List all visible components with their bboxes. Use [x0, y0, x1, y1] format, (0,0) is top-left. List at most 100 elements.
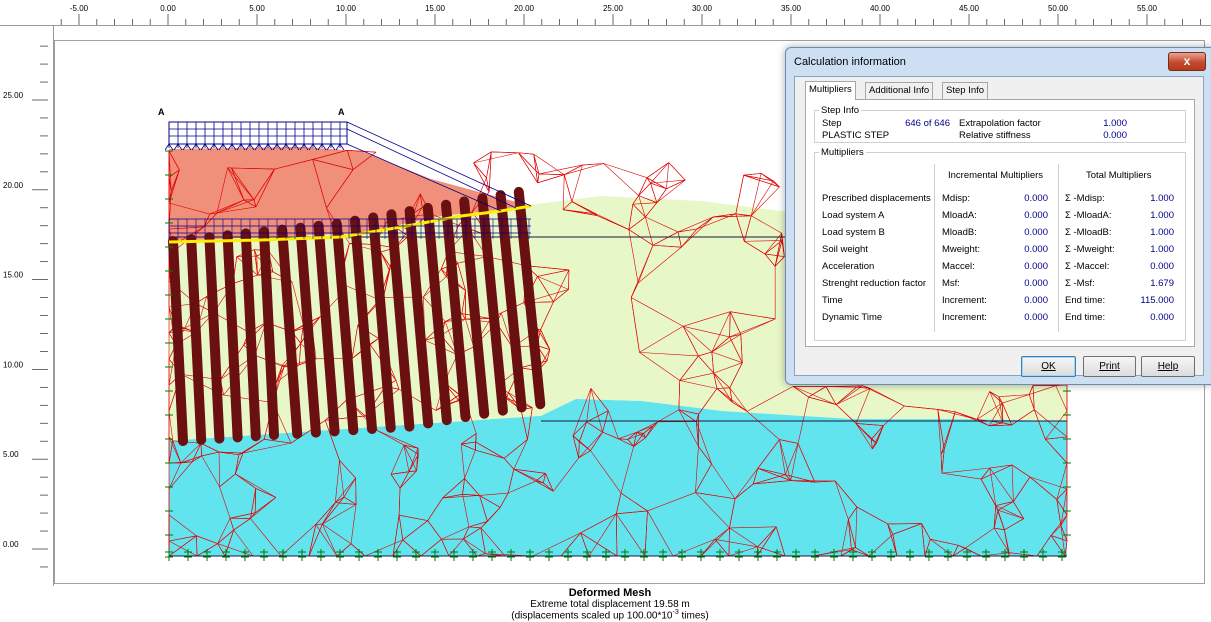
x-ruler-tick-label: -5.00: [70, 4, 89, 13]
total-multiplier-name: Σ -Msf:: [1065, 278, 1095, 289]
x-ruler-tick-label: 30.00: [692, 4, 713, 13]
multiplier-row-label: Dynamic Time: [822, 312, 883, 323]
total-multiplier-name: Σ -MloadB:: [1065, 227, 1112, 238]
plate: [168, 236, 188, 446]
load-system-b: [168, 218, 531, 239]
phase-type-label: PLASTIC STEP: [822, 130, 890, 141]
sand-bulge: [169, 399, 1067, 461]
plot-caption-title: Deformed Mesh: [568, 587, 652, 599]
step-label: Step: [822, 118, 842, 129]
column-divider: [1058, 164, 1059, 332]
plate: [295, 222, 321, 438]
help-button[interactable]: Help: [1141, 356, 1195, 377]
y-ruler-tick-label: 5.00: [3, 450, 19, 459]
horizontal-ruler: -5.00 0.00 5.00 10.00 15.00 20.00 25.00 30.00 35…: [0, 0, 1211, 26]
dialog-titlebar[interactable]: Calculation information x: [786, 48, 1211, 76]
point-label-a: A: [158, 107, 165, 117]
ok-button-label: OK: [1041, 361, 1056, 372]
scale-exponent: -3: [672, 609, 679, 616]
multiplier-row-label: Acceleration: [822, 261, 875, 272]
plate: [477, 193, 508, 416]
plate: [386, 209, 415, 432]
plate: [259, 226, 279, 440]
incremental-multiplier-name: Maccel:: [942, 261, 975, 272]
plate: [331, 218, 359, 436]
plate: [368, 212, 396, 433]
total-multiplier-name: Σ -MloadA:: [1065, 210, 1112, 221]
incremental-multipliers-header: Incremental Multipliers: [948, 170, 1044, 181]
total-multiplier-name: Σ -Maccel:: [1065, 261, 1110, 272]
plate: [459, 196, 490, 419]
plot-caption-scale: (displacements scaled up 100.00*10-3 tim…: [400, 609, 820, 621]
help-button-label: Help: [1157, 361, 1179, 372]
scale-text-post: times): [678, 610, 709, 622]
total-multiplier-value: 1.000: [1150, 193, 1174, 204]
incremental-multiplier-name: Increment:: [942, 312, 987, 323]
tab-additional-info[interactable]: Additional Info: [865, 82, 934, 99]
x-ruler-tick-label: 10.00: [336, 4, 357, 13]
step-info-legend: Step Info: [821, 105, 860, 116]
plate: [422, 202, 452, 426]
incremental-multiplier-value: 0.000: [1024, 295, 1048, 306]
embankment: [169, 147, 531, 241]
incremental-multiplier-name: Mweight:: [942, 244, 981, 255]
total-multiplier-value: 0.000: [1150, 261, 1174, 272]
plate: [222, 230, 243, 443]
extrapolation-factor-label: Extrapolation factor: [959, 118, 1041, 129]
x-ruler-tick-label: 55.00: [1137, 4, 1158, 13]
incremental-multiplier-value: 0.000: [1024, 210, 1048, 221]
total-multiplier-name: Σ -Mweight:: [1065, 244, 1115, 255]
total-multiplier-value: 1.000: [1150, 227, 1174, 238]
ok-button[interactable]: OK: [1021, 356, 1076, 377]
close-button[interactable]: x: [1168, 52, 1206, 71]
plate: [186, 234, 207, 445]
plate: [513, 186, 546, 410]
y-ruler-tick-label: 15.00: [3, 271, 24, 280]
print-button[interactable]: Print: [1083, 356, 1136, 377]
plate: [441, 199, 471, 422]
x-ruler-tick-label: 25.00: [603, 4, 624, 13]
plate: [240, 228, 261, 442]
plot-caption-displacement: Extreme total displacement 19.58 m: [530, 599, 690, 610]
scale-text-pre: (displacements scaled up 100.00*10: [511, 610, 673, 622]
step-info-group: Step Info: [814, 105, 1186, 143]
incremental-multiplier-value: 0.000: [1024, 312, 1048, 323]
incremental-multiplier-value: 0.000: [1024, 244, 1048, 255]
incremental-multiplier-name: Msf:: [942, 278, 960, 289]
relative-stiffness-label: Relative stiffness: [959, 130, 1031, 141]
multiplier-row-label: Load system B: [822, 227, 885, 238]
plate: [404, 206, 434, 429]
plate: [495, 190, 527, 413]
incremental-multiplier-value: 0.000: [1024, 227, 1048, 238]
total-multipliers-header: Total Multipliers: [1086, 170, 1152, 181]
total-multiplier-value: 1.000: [1150, 210, 1174, 221]
multipliers-tab-panel: Step Info Step 646 of 646 PLASTIC STEP E…: [805, 99, 1195, 347]
multiplier-row-label: Load system A: [822, 210, 885, 221]
incremental-multiplier-value: 0.000: [1024, 193, 1048, 204]
fixities: [165, 150, 1071, 561]
extrapolation-factor-value: 1.000: [1103, 118, 1127, 129]
relative-stiffness-value: 0.000: [1103, 130, 1127, 141]
x-ruler-tick-label: 50.00: [1048, 4, 1069, 13]
step-value: 646 of 646: [905, 118, 950, 129]
total-multiplier-value: 1.679: [1150, 278, 1174, 289]
total-multiplier-name: End time:: [1065, 312, 1106, 323]
y-ruler-tick-label: 25.00: [3, 91, 24, 100]
tab-step-info[interactable]: Step Info: [942, 82, 989, 99]
plate: [313, 220, 340, 437]
dialog-body: Multipliers Additional Info Step Info St…: [794, 76, 1204, 377]
plate: [350, 215, 377, 434]
y-ruler-tick-label: 0.00: [3, 540, 19, 549]
incremental-multiplier-value: 0.000: [1024, 278, 1048, 289]
multiplier-row-label: Prescribed displacements: [822, 193, 931, 204]
tab-multipliers[interactable]: Multipliers: [805, 81, 856, 100]
multipliers-group: Multipliers: [814, 147, 1186, 341]
multiplier-row-label: Time: [822, 295, 843, 306]
vertical-ruler: 25.00 20.00 15.00 10.00 5.00 0.00: [0, 26, 54, 586]
plate: [277, 224, 303, 439]
print-button-label: Print: [1099, 361, 1120, 372]
x-ruler-tick-label: 0.00: [160, 4, 176, 13]
total-multiplier-name: End time:: [1065, 295, 1106, 306]
total-multiplier-name: Σ -Mdisp:: [1065, 193, 1105, 204]
multipliers-legend: Multipliers: [821, 147, 864, 158]
